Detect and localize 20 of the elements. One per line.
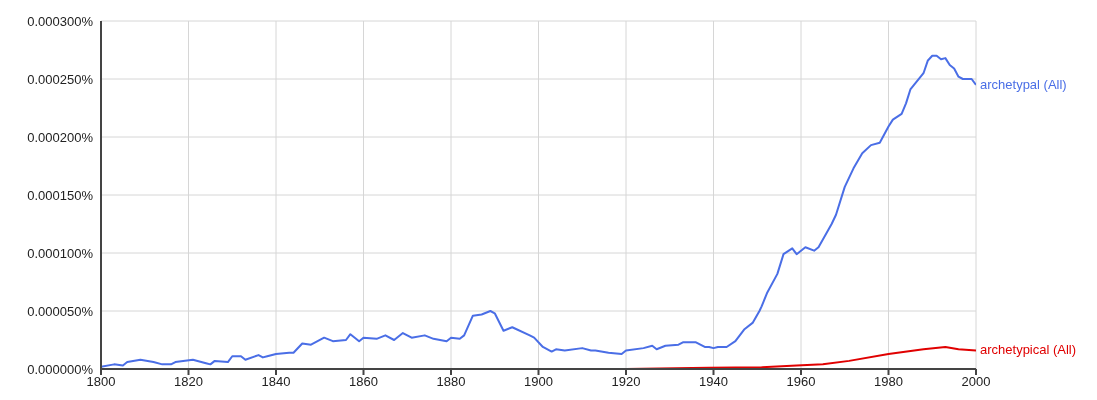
x-tick-label: 1900: [524, 374, 553, 390]
series-label: archetypical (All): [980, 342, 1077, 358]
x-tick-label: 1840: [261, 374, 291, 390]
x-tick-label: 1960: [786, 374, 816, 390]
x-tick-label: 1940: [699, 374, 728, 390]
y-tick-label: 0.000000%: [27, 361, 94, 377]
y-tick-label: 0.000250%: [27, 71, 94, 87]
y-tick-label: 0.000050%: [27, 303, 94, 319]
y-tick-label: 0.000200%: [27, 129, 94, 145]
series-label: archetypal (All): [980, 76, 1067, 92]
x-tick-label: 1820: [174, 374, 203, 390]
y-tick-label: 0.000300%: [27, 13, 94, 29]
y-tick-label: 0.000100%: [27, 245, 94, 261]
x-tick-label: 1800: [86, 374, 116, 390]
x-tick-label: 1980: [874, 374, 903, 390]
x-tick-label: 1880: [436, 374, 466, 390]
y-tick-label: 0.000150%: [27, 187, 94, 203]
x-tick-label: 1920: [611, 374, 641, 390]
x-tick-label: 1860: [349, 374, 378, 390]
x-tick-label: 2000: [961, 374, 991, 390]
